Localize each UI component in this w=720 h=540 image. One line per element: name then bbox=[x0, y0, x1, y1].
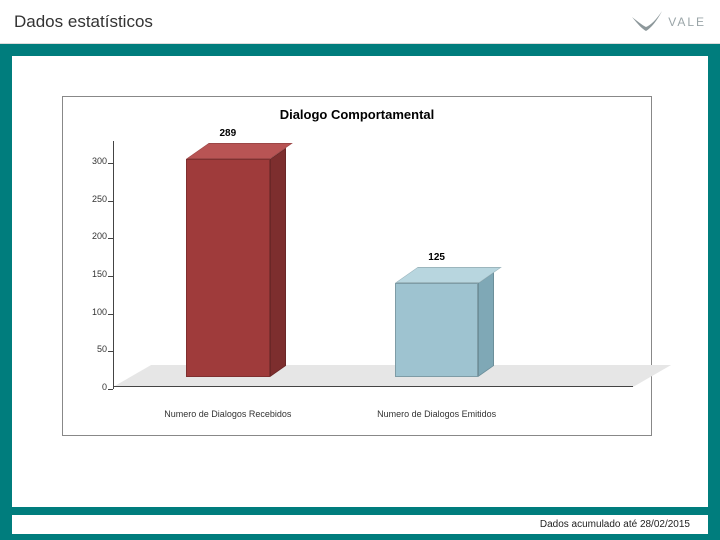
y-tick-label: 50 bbox=[97, 344, 107, 354]
footer-note: Dados acumulado até 28/02/2015 bbox=[12, 515, 708, 534]
chart-bar: 289 bbox=[186, 143, 270, 377]
y-tick bbox=[108, 389, 113, 390]
header: Dados estatísticos VALE bbox=[0, 0, 720, 44]
chart-bar: 125 bbox=[395, 267, 479, 377]
y-tick-label: 300 bbox=[92, 156, 107, 166]
y-tick-label: 150 bbox=[92, 269, 107, 279]
vale-logo-icon bbox=[632, 11, 662, 33]
y-tick bbox=[108, 201, 113, 202]
y-tick bbox=[108, 238, 113, 239]
chart-frame: Dialogo Comportamental 05010015020025030… bbox=[62, 96, 652, 436]
y-tick-label: 100 bbox=[92, 307, 107, 317]
chart-bar-value: 289 bbox=[219, 128, 236, 139]
brand-logo: VALE bbox=[632, 11, 706, 33]
x-category-label: Numero de Dialogos Recebidos bbox=[164, 409, 291, 419]
chart-bar-front bbox=[186, 159, 270, 377]
chart-title: Dialogo Comportamental bbox=[63, 107, 651, 122]
y-tick bbox=[108, 314, 113, 315]
y-tick bbox=[108, 163, 113, 164]
y-tick bbox=[108, 351, 113, 352]
chart-bar-side bbox=[478, 272, 494, 377]
x-axis bbox=[113, 386, 633, 387]
brand-logo-text: VALE bbox=[668, 15, 706, 29]
content-area: Dialogo Comportamental 05010015020025030… bbox=[12, 56, 708, 507]
y-axis bbox=[113, 141, 114, 389]
y-tick-label: 200 bbox=[92, 231, 107, 241]
x-category-label: Numero de Dialogos Emitidos bbox=[377, 409, 496, 419]
y-tick-label: 0 bbox=[102, 382, 107, 392]
y-tick-label: 250 bbox=[92, 194, 107, 204]
chart-bar-value: 125 bbox=[428, 252, 445, 263]
chart-bar-front bbox=[395, 283, 479, 377]
chart-bar-side bbox=[270, 148, 286, 377]
chart-plot-area: 050100150200250300289Numero de Dialogos … bbox=[113, 141, 633, 387]
page-title: Dados estatísticos bbox=[14, 12, 153, 32]
y-tick bbox=[108, 276, 113, 277]
